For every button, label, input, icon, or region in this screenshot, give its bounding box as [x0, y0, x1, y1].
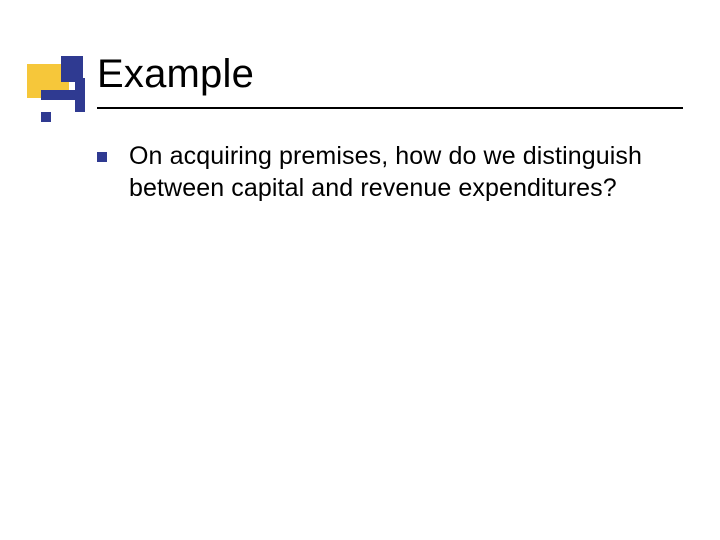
- accent-blue-block: [75, 78, 85, 112]
- title-accent-graphic: [27, 56, 87, 124]
- bullet-square-icon: [97, 152, 107, 162]
- title-underline: [97, 107, 683, 109]
- slide-title: Example: [97, 52, 254, 97]
- bullet-item: On acquiring premises, how do we disting…: [97, 140, 683, 204]
- slide-body: On acquiring premises, how do we disting…: [97, 140, 683, 204]
- bullet-text: On acquiring premises, how do we disting…: [129, 140, 683, 204]
- accent-blue-block: [41, 112, 51, 122]
- slide: Example On acquiring premises, how do we…: [0, 0, 720, 540]
